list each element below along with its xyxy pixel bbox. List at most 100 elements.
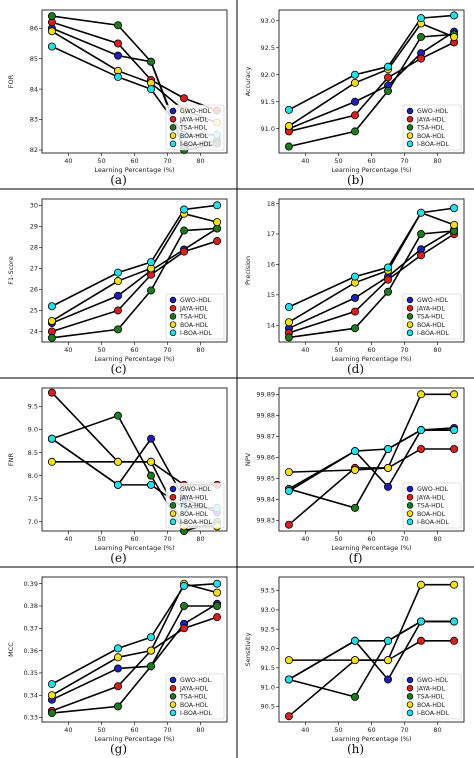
data-point [417, 208, 426, 217]
legend-marker [406, 321, 414, 328]
chart-panel: 40 50 60 70 80 0.33 0.34 0.35 0.36 0.37 0.38 0.39 Le… [7, 576, 228, 756]
x-tick-label: 40 [301, 535, 309, 543]
legend-box [402, 104, 462, 151]
y-tick-label: 93.0 [261, 17, 275, 25]
x-axis-label: Learning Percentage (%) [94, 735, 174, 743]
legend-label: GWO-HDL [417, 677, 449, 684]
legend-label: I-BOA-HDL [417, 710, 449, 717]
data-point [47, 680, 56, 689]
y-tick-label: 7.5 [28, 495, 38, 503]
chart-panel: 40 50 60 70 80 99.83 99.84 99.85 99.86 99.87 99.88… [244, 387, 465, 565]
y-tick-label: 91.0 [261, 125, 275, 133]
axes-frame [278, 9, 465, 154]
legend-marker [406, 510, 414, 517]
data-point [113, 277, 122, 286]
legend-box [165, 293, 225, 340]
x-axis-label: Learning Percentage (%) [94, 355, 174, 363]
data-point [213, 588, 222, 597]
data-point [213, 579, 222, 588]
legend-label: I-BOA-HDL [417, 141, 449, 148]
x-tick-label: 70 [400, 157, 408, 165]
data-point [113, 268, 122, 277]
chart-panel: 40 50 60 70 80 7.0 7.5 8.0 8.5 9.0 9.5 Learning Per… [7, 387, 228, 565]
y-tick-label: 86 [30, 24, 38, 32]
x-tick-label: 80 [433, 535, 441, 543]
x-tick-label: 60 [367, 726, 375, 734]
legend-marker [406, 329, 414, 337]
chart-panel: 40 50 60 70 80 82 83 84 85 86 Learning Percentage … [7, 9, 228, 187]
data-point [350, 636, 359, 645]
data-point [384, 636, 393, 645]
data-point [213, 201, 222, 210]
y-tick-label: 26 [30, 286, 38, 294]
data-point [113, 480, 122, 489]
legend-label: TSA-HDL [416, 314, 445, 321]
legend-marker [169, 510, 177, 517]
data-point [417, 251, 426, 260]
data-point [450, 636, 459, 645]
legend-marker [406, 485, 414, 493]
x-tick-label: 60 [130, 726, 138, 734]
legend-marker [406, 304, 414, 312]
legend-label: I-BOA-HDL [180, 141, 212, 148]
legend-box [402, 673, 462, 720]
legend-label: BOA-HDL [180, 133, 209, 140]
x-tick-label: 80 [196, 157, 204, 165]
x-axis-label: Learning Percentage (%) [94, 166, 174, 174]
y-tick-label: 17 [267, 230, 275, 238]
legend-box [165, 104, 225, 151]
y-tick-label: 91.5 [261, 98, 275, 106]
x-axis-label: Learning Percentage (%) [331, 355, 411, 363]
data-point [450, 204, 459, 213]
legend-marker [169, 518, 177, 526]
data-point [384, 482, 393, 491]
data-point [284, 303, 293, 312]
legend-marker [169, 107, 177, 115]
y-tick-label: 18 [267, 200, 275, 208]
y-tick-label: 92.0 [261, 71, 275, 79]
legend-label: JAYA-HDL [179, 116, 209, 123]
data-point [350, 127, 359, 136]
y-tick-label: 83 [30, 116, 38, 124]
legend-marker [406, 518, 414, 526]
x-axis-label: Learning Percentage (%) [331, 735, 411, 743]
x-tick-label: 80 [433, 726, 441, 734]
data-point [284, 675, 293, 684]
x-tick-label: 60 [367, 157, 375, 165]
data-point [384, 275, 393, 284]
data-point [284, 142, 293, 151]
y-tick-label: 82 [30, 146, 38, 154]
data-point [147, 286, 156, 295]
data-point [180, 624, 189, 633]
legend-label: JAYA-HDL [179, 494, 209, 501]
data-point [384, 73, 393, 82]
data-point [180, 581, 189, 590]
x-tick-label: 40 [301, 346, 309, 354]
legend-marker [169, 693, 177, 700]
data-point [384, 444, 393, 453]
legend-marker [169, 329, 177, 337]
data-point [213, 237, 222, 246]
legend-label: BOA-HDL [417, 702, 446, 709]
y-tick-label: 0.36 [24, 647, 38, 655]
legend-marker [169, 485, 177, 493]
y-tick-label: 14 [267, 321, 275, 329]
y-tick-label: 15 [267, 291, 275, 299]
legend-label: GWO-HDL [180, 677, 212, 684]
legend-marker [406, 124, 414, 131]
x-tick-label: 40 [64, 346, 72, 354]
data-point [147, 258, 156, 267]
legend-label: I-BOA-HDL [417, 519, 449, 526]
legend-label: I-BOA-HDL [180, 710, 212, 717]
y-tick-label: 85 [30, 55, 38, 63]
data-point [450, 32, 459, 41]
data-point [417, 32, 426, 41]
x-tick-label: 70 [163, 535, 171, 543]
data-point [284, 520, 293, 529]
data-point [384, 86, 393, 95]
data-point [180, 205, 189, 214]
x-tick-label: 40 [64, 157, 72, 165]
data-point [147, 480, 156, 489]
